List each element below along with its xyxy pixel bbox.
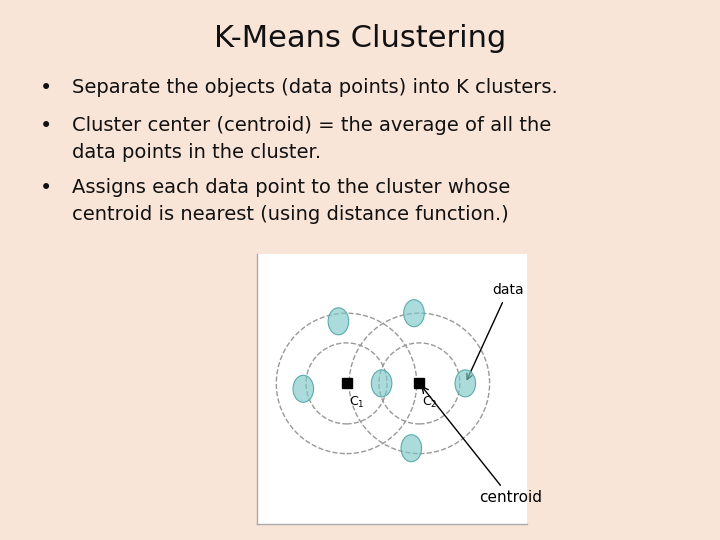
Text: Separate the objects (data points) into K clusters.: Separate the objects (data points) into … [72,78,558,97]
Text: data points in the cluster.: data points in the cluster. [72,143,321,162]
Ellipse shape [404,300,424,327]
Text: •: • [40,78,52,98]
Ellipse shape [401,435,421,462]
Ellipse shape [455,370,475,397]
Ellipse shape [293,375,314,402]
Text: centroid is nearest (using distance function.): centroid is nearest (using distance func… [72,205,509,224]
Text: C$_2$: C$_2$ [422,395,438,410]
Text: Assigns each data point to the cluster whose: Assigns each data point to the cluster w… [72,178,510,197]
Ellipse shape [372,370,392,397]
Text: data: data [467,284,524,380]
Text: C$_1$: C$_1$ [349,395,365,410]
Text: K-Means Clustering: K-Means Clustering [214,24,506,53]
Text: centroid: centroid [422,387,541,505]
Ellipse shape [328,308,348,335]
Text: •: • [40,178,52,198]
Text: Cluster center (centroid) = the average of all the: Cluster center (centroid) = the average … [72,116,552,135]
Text: •: • [40,116,52,136]
